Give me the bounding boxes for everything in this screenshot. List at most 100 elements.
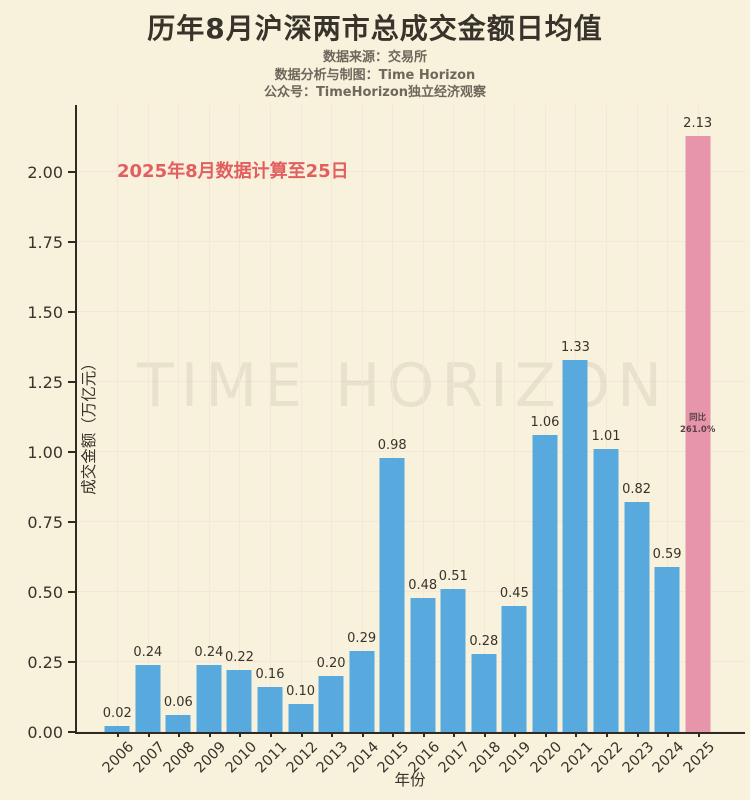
bar-slot-2014: 0.29 2014: [345, 105, 382, 776]
x-axis-tick: [697, 732, 700, 737]
v-gridline: [483, 105, 485, 732]
y-axis-tick: [68, 451, 75, 453]
x-axis-tick: [239, 732, 242, 737]
bar-value-label-2012: 0.10: [286, 684, 316, 699]
yoy-label: 同比: [689, 413, 707, 424]
yoy-annotation: 同比 261.0%: [680, 413, 715, 436]
plot-area: TIME HORIZON 0.00 0.25 0.50 0.75 1.00 1.25 1.5…: [27, 105, 745, 776]
x-axis-tick: [422, 732, 425, 737]
bar-2007: [135, 664, 161, 732]
v-gridline: [606, 105, 608, 732]
v-gridline: [544, 105, 546, 732]
bar-value-label-2019: 0.45: [499, 586, 529, 601]
v-gridline: [514, 105, 516, 732]
y-axis-tick: [68, 311, 75, 313]
x-axis-tick: [667, 732, 670, 737]
bar-2014: [349, 650, 375, 732]
subtitle-wechat-account: 公众号：TimeHorizon独立经济观察: [263, 85, 487, 100]
bar-slot-2006: 0.02 2006: [100, 105, 138, 776]
bar-slot-2020: 1.06 2020: [528, 105, 565, 776]
x-axis-line: [75, 732, 745, 734]
bar-slot-2019: 0.45 2019: [497, 105, 535, 776]
v-gridline: [667, 105, 669, 732]
bar-value-label-2006: 0.02: [102, 706, 132, 722]
y-tick-label: 1.00: [27, 443, 63, 462]
y-tick-label: 1.25: [27, 373, 63, 392]
bar-value-label-2011: 0.16: [255, 667, 285, 683]
bar-slot-2025: 2.13 2025 同比 261.0%: [680, 105, 718, 776]
bar-value-label-2010: 0.22: [224, 650, 254, 666]
x-axis-tick: [361, 732, 364, 737]
bar-value-label-2016: 0.48: [408, 577, 438, 593]
bar-2022: [593, 449, 619, 732]
h-gridline: [76, 521, 745, 522]
bar-slot-2009: 0.24 2009: [192, 105, 229, 776]
y-axis-tick: [68, 241, 75, 243]
h-gridline: [76, 381, 745, 382]
v-gridline: [636, 105, 638, 732]
bar-slot-2010: 0.22 2010: [222, 105, 260, 776]
yoy-value: 261.0%: [679, 424, 716, 435]
bar-slot-2013: 0.20 2013: [314, 105, 351, 776]
h-gridline: [76, 591, 745, 592]
bar-2021: [562, 359, 588, 732]
bar-value-label-2025: 2.13: [683, 115, 713, 131]
y-axis-tick: [68, 661, 75, 663]
bar-slot-2012: 0.10 2012: [283, 105, 321, 776]
bar-slot-2007: 0.24 2007: [131, 105, 168, 776]
x-axis-tick: [147, 732, 150, 737]
v-gridline: [270, 105, 271, 732]
bar-value-label-2020: 1.06: [530, 415, 560, 431]
subtitle-data-source: 数据来源：交易所: [322, 50, 427, 65]
bar-slot-2024: 0.59 2024: [650, 105, 687, 776]
bar-slot-2008: 0.06 2008: [161, 105, 199, 776]
x-axis-tick: [331, 732, 334, 737]
x-axis-tick: [636, 732, 639, 737]
x-axis-tick: [606, 732, 609, 737]
x-axis-title: 年份: [394, 771, 426, 789]
bar-2023: [624, 502, 650, 732]
bar-slot-2018: 0.28 2018: [467, 105, 504, 776]
h-gridline: [76, 171, 745, 172]
x-axis-tick: [300, 732, 303, 737]
bar-value-label-2015: 0.98: [377, 437, 407, 453]
bar-slot-2021: 1.33 2021: [558, 105, 596, 776]
bar-2009: [196, 664, 222, 732]
v-gridline: [117, 105, 119, 732]
v-gridline: [208, 105, 210, 732]
y-axis-tick: [68, 591, 75, 593]
v-gridline: [392, 105, 394, 732]
v-gridline: [178, 105, 180, 732]
bar-slot-2015: 0.98 2015: [375, 105, 413, 776]
y-tick-label: 0.00: [27, 723, 63, 742]
bar-2010: [226, 670, 252, 732]
y-tick-label: 0.50: [27, 583, 63, 602]
x-axis-tick: [392, 732, 395, 737]
y-tick-label: 1.75: [27, 233, 63, 252]
bar-value-label-2022: 1.01: [591, 429, 621, 445]
bar-slot-2022: 1.01 2022: [589, 105, 626, 776]
bar-2020: [532, 435, 558, 732]
x-axis-tick: [270, 732, 272, 737]
v-gridline: [361, 105, 363, 732]
bar-value-label-2024: 0.59: [652, 546, 682, 562]
bar-slot-2016: 0.48 2016: [406, 105, 443, 776]
y-axis-tick: [68, 731, 75, 733]
bar-value-label-2009: 0.24: [194, 644, 224, 660]
bar-2025: [685, 135, 711, 732]
bar-2008: [165, 715, 191, 732]
bar-2019: [501, 606, 527, 732]
subtitle-author: 数据分析与制图：Time Horizon: [274, 67, 476, 83]
x-axis-tick: [544, 732, 547, 737]
y-tick-label: 0.75: [27, 513, 63, 532]
y-axis-title: 成交金额（万亿元）: [79, 355, 98, 495]
y-axis-tick: [68, 521, 75, 523]
bar-value-label-2014: 0.29: [347, 630, 377, 646]
x-axis-tick: [117, 732, 120, 737]
bar-slot-2023: 0.82 2023: [619, 105, 657, 776]
y-tick-label: 1.50: [27, 303, 63, 322]
v-gridline: [147, 105, 149, 732]
data-cutoff-note: 2025年8月数据计算至25日: [117, 161, 349, 182]
x-axis-tick: [178, 732, 181, 737]
